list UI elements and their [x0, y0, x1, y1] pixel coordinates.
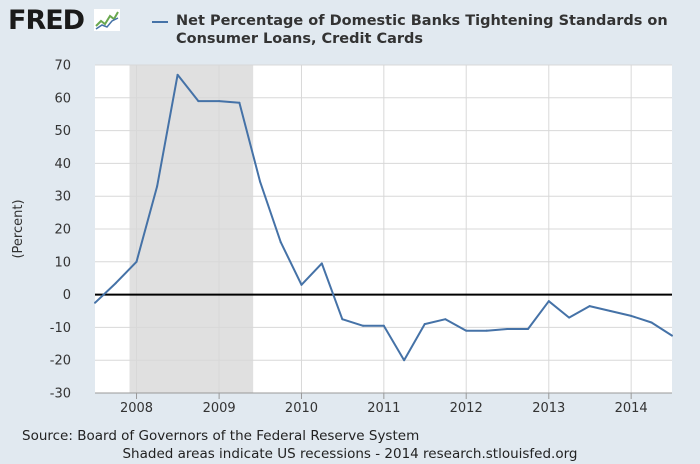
data-point: [506, 328, 509, 331]
data-point: [485, 329, 488, 332]
y-tick-label: -10: [50, 321, 71, 336]
x-tick-label: 2010: [285, 401, 318, 416]
x-axis-ticks: 2008 2009 2010 2011 2012 2013 2014: [95, 392, 672, 416]
y-tick-label: -30: [50, 387, 71, 402]
data-point: [218, 100, 221, 103]
gridlines: [95, 64, 672, 394]
legend-label: Net Percentage of Domestic Banks Tighten…: [176, 13, 668, 47]
y-tick-label: -20: [50, 354, 71, 369]
data-point: [547, 300, 550, 303]
y-tick-label: 50: [54, 124, 71, 139]
data-point: [527, 328, 530, 331]
data-point: [588, 305, 591, 308]
recession-note: Shaded areas indicate US recessions - 20…: [122, 446, 578, 462]
legend-swatch: [152, 21, 168, 23]
data-point: [444, 318, 447, 321]
data-point: [362, 324, 365, 327]
data-point: [197, 100, 200, 103]
x-tick-label: 2009: [203, 401, 236, 416]
data-point: [423, 323, 426, 326]
y-tick-label: 30: [54, 190, 71, 205]
fred-logo-graph-icon: [94, 9, 120, 31]
data-point: [258, 180, 261, 183]
source-note: Source: Board of Governors of the Federa…: [22, 428, 420, 444]
y-tick-label: 10: [54, 255, 71, 270]
x-tick-label: 2012: [450, 401, 483, 416]
data-point: [279, 241, 282, 244]
data-point: [568, 316, 571, 319]
data-point: [156, 185, 159, 188]
series-layer: [94, 73, 673, 362]
y-tick-label: 0: [63, 288, 71, 303]
data-point: [114, 282, 117, 285]
data-point: [94, 301, 96, 304]
data-point: [671, 334, 673, 337]
y-axis-ticks: -30 -20 -10 0 10 20 30 40 50 60 70: [50, 59, 71, 402]
data-point: [465, 329, 468, 332]
data-point: [341, 318, 344, 321]
data-point: [609, 310, 612, 312]
y-tick-label: 60: [54, 91, 71, 106]
data-point: [238, 101, 241, 104]
fred-logo: FRED: [8, 5, 85, 36]
y-tick-label: 20: [54, 223, 71, 238]
legend: Net Percentage of Domestic Banks Tighten…: [152, 12, 672, 48]
data-point: [176, 73, 179, 76]
x-tick-label: 2013: [532, 401, 565, 416]
data-point: [382, 324, 385, 327]
data-point: [630, 314, 633, 317]
data-point: [300, 283, 303, 286]
x-tick-label: 2011: [367, 401, 400, 416]
data-point: [403, 359, 406, 362]
data-point: [135, 260, 138, 263]
y-tick-label: 70: [54, 59, 71, 74]
x-tick-label: 2008: [120, 401, 153, 416]
y-tick-label: 40: [54, 157, 71, 172]
x-tick-label: 2014: [615, 401, 648, 416]
data-point: [320, 262, 323, 265]
data-point: [650, 321, 653, 324]
y-axis-label: (Percent): [11, 199, 26, 258]
